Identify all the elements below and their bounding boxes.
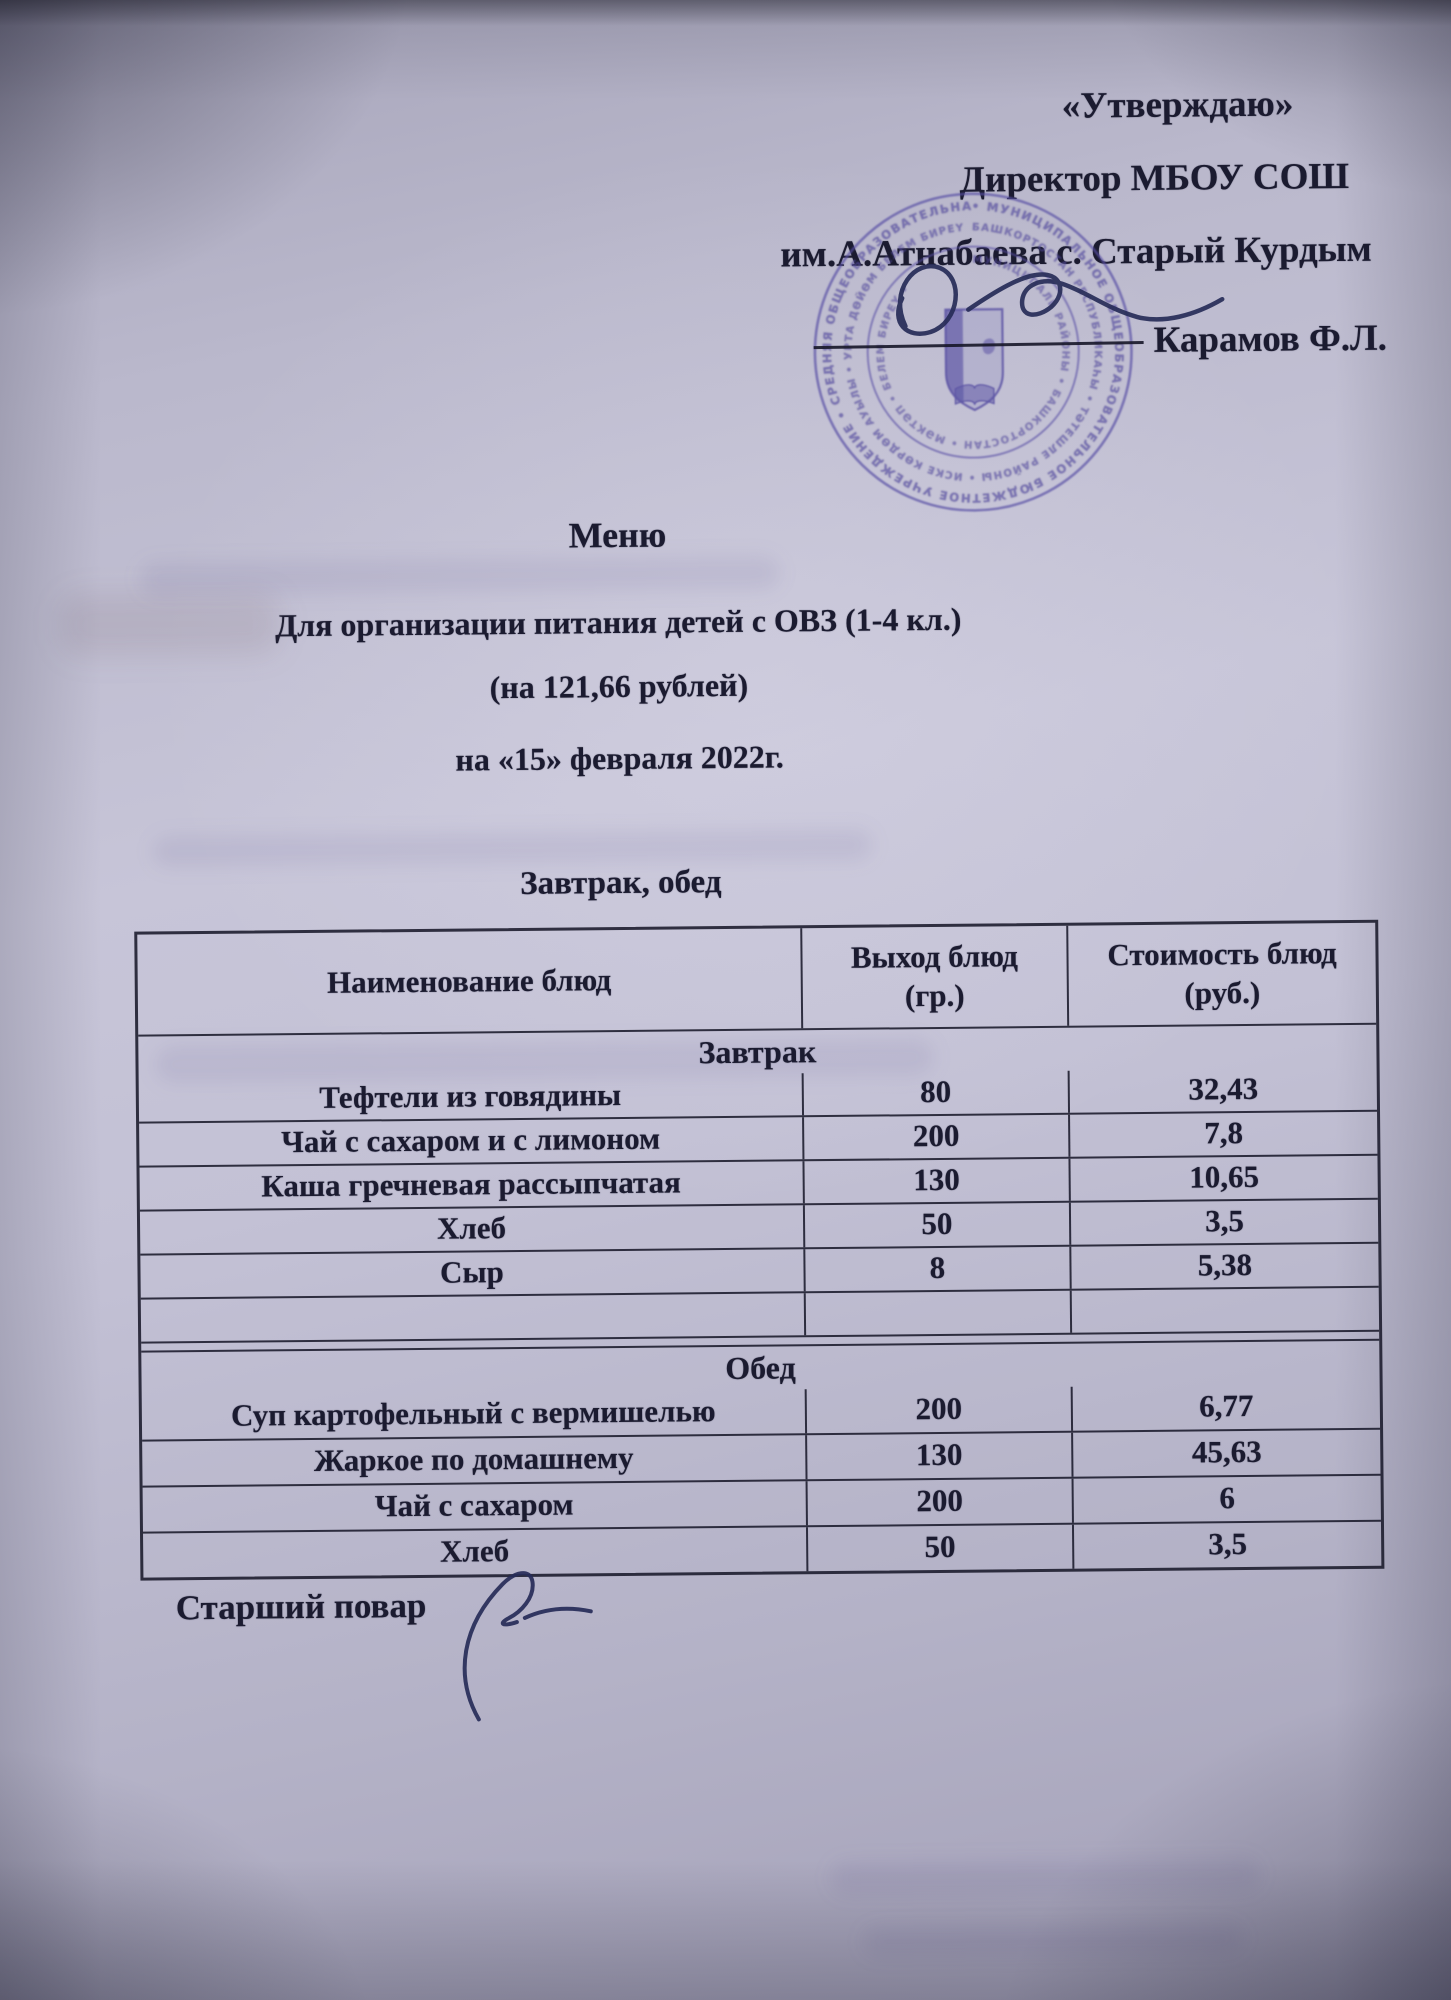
dish-price-cell: 7,8	[1204, 1115, 1244, 1151]
col-header-price: Стоимость блюд (руб.)	[1068, 923, 1376, 1026]
page-bleed-smudge	[862, 1923, 1244, 1957]
dish-name-cell: Хлеб	[139, 1205, 806, 1254]
col-header-name: Наименование блюд	[137, 928, 803, 1035]
dish-name-cell: Жаркое по домашнему	[142, 1435, 808, 1486]
dish-weight-cell	[805, 1290, 1073, 1336]
dish-name-cell	[140, 1293, 806, 1342]
dish-name-cell: Суп картофельный с вермишелью	[141, 1389, 807, 1440]
table-header-row: Наименование блюд Выход блюд (гр.) Стоим…	[137, 923, 1376, 1035]
col-header-weight: Выход блюд (гр.)	[802, 925, 1070, 1029]
dish-price-cell: 6,77	[1199, 1387, 1254, 1424]
dish-weight-cell: 200	[803, 1114, 1071, 1160]
dish-weight-cell: 80	[803, 1070, 1070, 1116]
dish-weight-cell: 50	[807, 1524, 1075, 1572]
footer-role-label: Старший повар	[175, 1585, 427, 1628]
col-header-price-unit: (руб.)	[1184, 974, 1261, 1011]
dish-weight-cell: 8	[805, 1246, 1072, 1292]
dish-price-cell: 32,43	[1188, 1070, 1259, 1107]
approval-quote: «Утверждаю»	[1061, 83, 1294, 127]
page-bleed-smudge	[830, 1856, 1261, 1896]
menu-table: Наименование блюд Выход блюд (гр.) Стоим…	[134, 919, 1385, 1581]
col-header-name-label: Наименование блюд	[326, 961, 612, 1000]
dish-weight-cell: 200	[807, 1478, 1074, 1526]
dish-price-cell: 5,38	[1197, 1246, 1253, 1283]
dish-weight-cell: 200	[806, 1386, 1074, 1434]
col-header-weight-label: Выход блюд	[850, 938, 1019, 976]
menu-date-line: на «15» февраля 2022г.	[455, 738, 784, 778]
dish-weight-cell: 130	[804, 1158, 1071, 1204]
dish-name-cell: Сыр	[140, 1249, 806, 1298]
dish-price-cell: 45,63	[1191, 1433, 1262, 1470]
page-bleed-smudge	[139, 555, 780, 596]
page-bleed-smudge	[59, 592, 281, 657]
page-bleed-smudge	[152, 828, 873, 868]
dish-weight-cell: 50	[804, 1202, 1072, 1248]
col-header-weight-unit: (гр.)	[904, 977, 965, 1014]
menu-price-line: (на 121,66 рублей)	[489, 666, 749, 706]
dish-weight-cell: 130	[806, 1432, 1074, 1480]
col-header-price-label: Стоимость блюд	[1107, 935, 1337, 973]
dish-name-cell: Тефтели из говядины	[138, 1073, 804, 1122]
dish-price-cell: 3,5	[1204, 1203, 1245, 1239]
dish-name-cell: Чай с сахаром	[142, 1481, 808, 1532]
dish-name-cell: Каша гречневая рассыпчатая	[139, 1161, 805, 1210]
dish-price-cell: 3,5	[1208, 1526, 1248, 1562]
dish-name-cell: Чай с сахаром и с лимоном	[139, 1117, 805, 1166]
director-signature-icon	[896, 264, 1225, 336]
cook-signature-icon	[462, 1571, 593, 1722]
dish-price-cell: 6	[1219, 1480, 1236, 1516]
dish-price-cell	[1072, 1288, 1379, 1333]
dish-price-cell: 10,65	[1189, 1158, 1260, 1195]
